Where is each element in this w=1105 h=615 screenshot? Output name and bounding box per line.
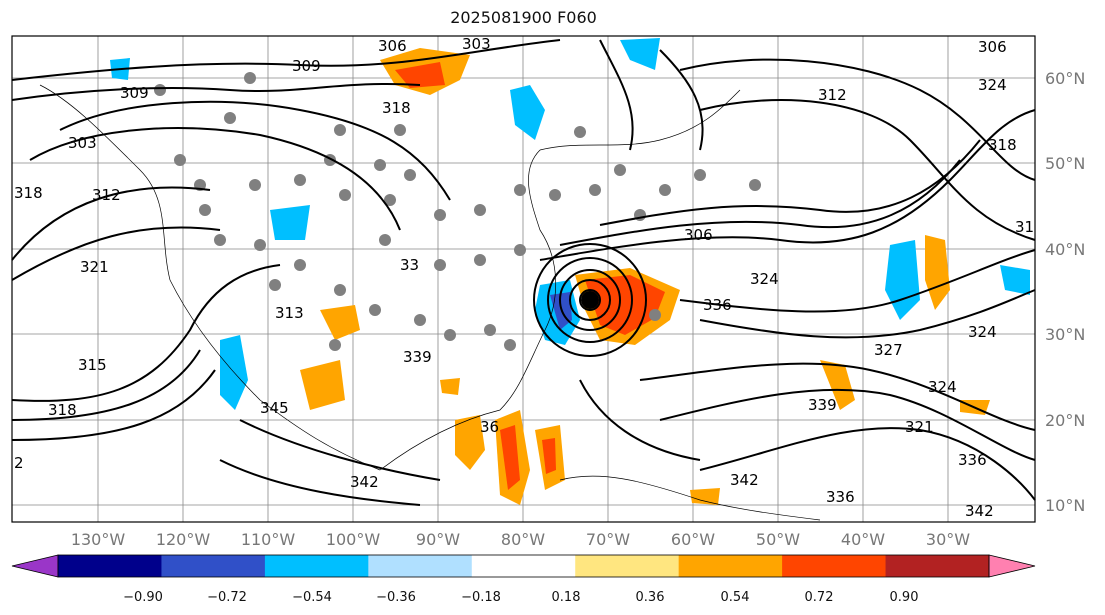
contour-label: 2 — [14, 454, 24, 472]
contour-label: 318 — [14, 184, 43, 202]
colorbar-tick-label: 0.90 — [890, 590, 919, 605]
colorbar-segment — [782, 555, 887, 577]
contour-label: 306 — [684, 226, 713, 244]
contour-label: 321 — [80, 258, 109, 276]
contour-label: 339 — [808, 396, 837, 414]
colorbar-tick-label: −0.90 — [123, 590, 163, 605]
contour-label: 324 — [928, 378, 957, 396]
colorbar-arrow-left — [11, 554, 59, 578]
contour-label: 336 — [703, 296, 732, 314]
contour-label: 318 — [48, 401, 77, 419]
contour-lines — [11, 39, 1036, 506]
contour-label: 324 — [968, 323, 997, 341]
map-title: 2025081900 F060 — [450, 8, 597, 27]
lat-label: 50°N — [1045, 154, 1085, 173]
contour-label: 345 — [260, 399, 289, 417]
lat-label: 20°N — [1045, 411, 1085, 430]
lon-label: 60°W — [671, 530, 715, 549]
contour-label: 342 — [730, 471, 759, 489]
colorbar-tick-label: 0.18 — [552, 590, 581, 605]
lat-label: 40°N — [1045, 240, 1085, 259]
lon-label: 80°W — [501, 530, 545, 549]
contour-label: 312 — [818, 86, 847, 104]
colorbar-tick-label: −0.72 — [207, 590, 247, 605]
colorbar-segment — [885, 555, 990, 577]
contour-label: 303 — [68, 134, 97, 152]
coastlines — [39, 84, 821, 521]
colorbar-tick-label: −0.54 — [292, 590, 332, 605]
lon-label: 50°W — [756, 530, 800, 549]
colorbar-segment — [264, 555, 369, 577]
contour-label: 324 — [750, 270, 779, 288]
contour-label: 336 — [958, 451, 987, 469]
contour-label: 336 — [826, 488, 855, 506]
contour-label: 306 — [978, 38, 1007, 56]
contour-label: 303 — [462, 35, 491, 53]
latitude-labels: 60°N 50°N 40°N 30°N 20°N 10°N — [1045, 69, 1085, 515]
colorbar-segment — [368, 555, 473, 577]
contour-label: 342 — [350, 473, 379, 491]
lon-label: 120°W — [156, 530, 211, 549]
colorbar-segment — [678, 555, 783, 577]
lat-label: 30°N — [1045, 325, 1085, 344]
contour-label: 36 — [480, 418, 499, 436]
contour-label: 327 — [874, 341, 903, 359]
colorbar-ticks: −0.90 −0.72 −0.54 −0.36 −0.18 0.18 0.36 … — [123, 590, 918, 605]
contour-label: 31 — [1015, 218, 1034, 236]
lon-label: 130°W — [71, 530, 126, 549]
contour-label: 309 — [120, 84, 149, 102]
colorbar — [11, 554, 1036, 578]
lon-label: 30°W — [926, 530, 970, 549]
colorbar-tick-label: 0.72 — [805, 590, 834, 605]
lon-label: 70°W — [586, 530, 630, 549]
colorbar-arrow-right — [988, 554, 1036, 578]
colorbar-tick-label: −0.18 — [461, 590, 501, 605]
lat-label: 10°N — [1045, 496, 1085, 515]
contour-label: 321 — [905, 418, 934, 436]
contour-label: 33 — [400, 256, 419, 274]
map-frame — [11, 35, 1036, 523]
colorbar-segment — [471, 555, 576, 577]
lon-label: 40°W — [841, 530, 885, 549]
colorbar-segment — [575, 555, 680, 577]
contour-label-group: 306 303 309 309 318 303 312 318 321 315 … — [14, 35, 1034, 520]
longitude-labels: 130°W 120°W 110°W 100°W 90°W 80°W 70°W 6… — [71, 530, 970, 549]
colorbar-border — [57, 554, 990, 578]
colorbar-tick-label: −0.36 — [376, 590, 416, 605]
contour-label: 318 — [382, 99, 411, 117]
contour-label: 315 — [78, 356, 107, 374]
colorbar-tick-label: 0.36 — [636, 590, 665, 605]
colorbar-tick-label: 0.54 — [721, 590, 750, 605]
contour-label: 324 — [978, 76, 1007, 94]
contour-label: 309 — [292, 57, 321, 75]
colorbar-segment — [58, 555, 162, 577]
lon-label: 110°W — [241, 530, 296, 549]
lat-label: 60°N — [1045, 69, 1085, 88]
storm-center — [581, 291, 599, 309]
lon-label: 100°W — [326, 530, 381, 549]
colorbar-segment — [161, 555, 266, 577]
lon-label: 90°W — [416, 530, 460, 549]
contour-label: 312 — [92, 186, 121, 204]
contour-label: 306 — [378, 37, 407, 55]
station-dots — [154, 72, 761, 351]
contour-label: 313 — [275, 304, 304, 322]
contour-label: 318 — [988, 136, 1017, 154]
contour-label: 342 — [965, 502, 994, 520]
contour-label: 339 — [403, 348, 432, 366]
